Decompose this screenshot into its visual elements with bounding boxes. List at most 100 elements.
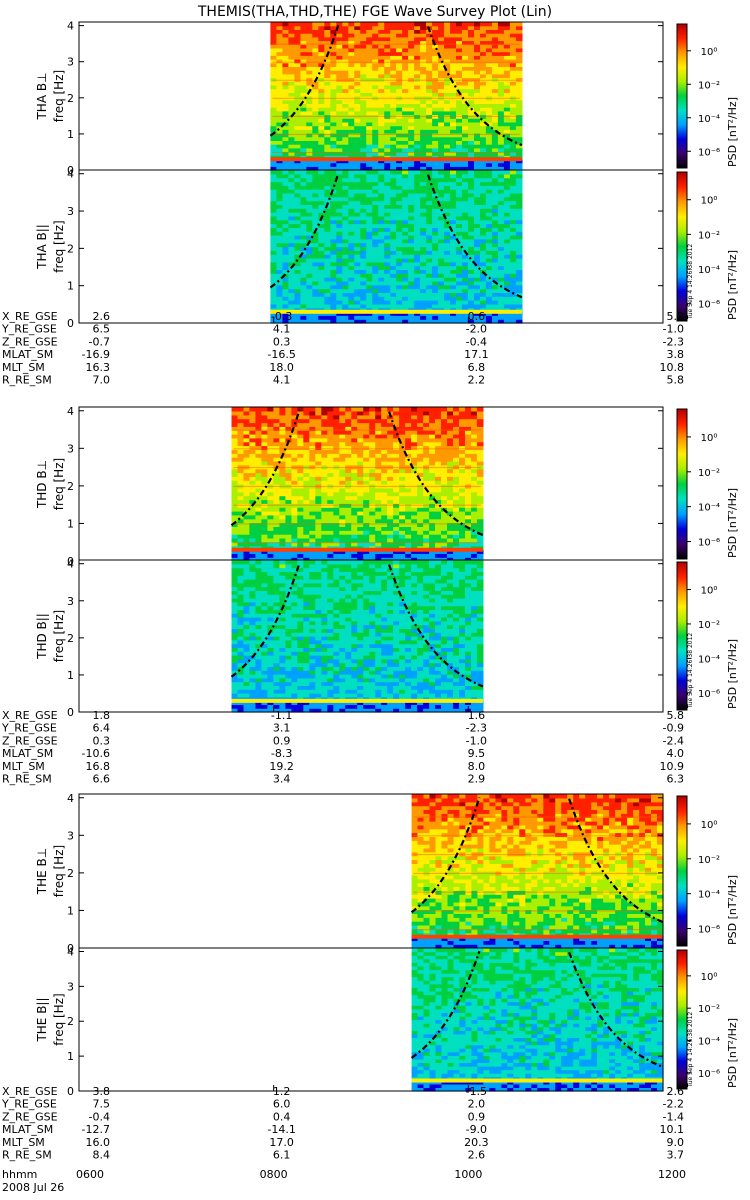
colorbar-label: PSD [nT²/Hz] (726, 488, 739, 558)
ephemeris-value: 20.3 (464, 1136, 489, 1149)
harmonic-line (272, 97, 520, 99)
ephemeris-label: Y_RE_GSE (1, 1098, 57, 1111)
colorbar-tick-label: 10⁻² (698, 855, 720, 866)
ephemeris-value: -14.1 (267, 1123, 295, 1136)
panel-tha-bpar: 0 1 2 3 4 THA B|| freq [Hz] 10⁰ 10⁻² 10⁻⁴ 10⁻⁶ PSD … (35, 168, 739, 330)
ephemeris-value: -2.3 (663, 335, 684, 348)
ephemeris-table: X_RE_GSE 3.8 1.2 -1.5 2.6 Y_RE_GSE 7.5 6.0 2.0 -2… (1, 1085, 684, 1162)
panel-ylabel: THA B⊥ (35, 72, 49, 120)
ephemeris-value: 1.6 (468, 709, 486, 722)
ephemeris-value: 2.6 (93, 310, 111, 323)
ephemeris-value: -1.1 (271, 709, 292, 722)
ephemeris-value: 1.8 (93, 709, 111, 722)
ephemeris-value: 4.1 (273, 323, 291, 336)
ephemeris-label: MLT_SM (2, 1136, 45, 1149)
ephemeris-label: Z_RE_GSE (2, 335, 58, 348)
gyrofrequency-curve (426, 174, 523, 299)
ephemeris-value: 6.6 (93, 773, 111, 786)
gyrofrequency-curve (388, 564, 484, 688)
ephemeris-label: R_RE_SM (2, 773, 52, 786)
y-tick-label: 0 (67, 164, 74, 177)
timestamp: Tue Sep 4 14:26:38 2012 (687, 244, 694, 320)
colorbar-tick-label: 10⁻⁴ (698, 1037, 720, 1048)
y-tick-label: 0 (67, 706, 74, 719)
ephemeris-value: 9.5 (468, 747, 486, 760)
spectrogram (230, 407, 484, 562)
colorbar-tick-label: 10⁻² (698, 80, 720, 91)
colorbar-scale (676, 171, 688, 322)
harmonic-line (272, 61, 520, 63)
ephemeris-value: 2.2 (468, 374, 486, 387)
ephemeris-value: -1.0 (663, 323, 684, 336)
y-tick-label: 0 (67, 1085, 74, 1098)
harmonic-line (233, 504, 481, 506)
ephemeris-value: 5.8 (667, 709, 685, 722)
ephemeris-value: 1.2 (273, 1085, 291, 1098)
ephemeris-value: 6.4 (93, 722, 111, 735)
harmonic-line (272, 79, 520, 81)
colorbar-label: PSD [nT²/Hz] (726, 875, 739, 945)
ephemeris-value: 7.5 (93, 1098, 111, 1111)
ephemeris-value: 3.7 (667, 1149, 685, 1162)
y-tick-label: 1 (67, 1050, 74, 1063)
ephemeris-value: 7.0 (93, 374, 111, 387)
y-tick-label: 4 (67, 792, 74, 805)
ephemeris-value: 0.9 (273, 734, 291, 747)
harmonic-line (413, 854, 661, 856)
ephemeris-value: 6.0 (273, 1098, 291, 1111)
ephemeris-value: 4.0 (667, 747, 685, 760)
ephemeris-value: 5.2 (667, 310, 685, 323)
y-tick-label: 4 (67, 20, 74, 33)
colorbar: 10⁰ 10⁻² 10⁻⁴ 10⁻⁶ PSD [nT²/Hz] (676, 949, 739, 1090)
panel-ylabel: THD B|| (35, 613, 49, 660)
y-tick-label: 2 (67, 242, 74, 255)
y-tick-label: 4 (67, 405, 74, 418)
ephemeris-value: 2.6 (468, 1149, 486, 1162)
harmonic-line (272, 133, 520, 135)
harmonic-line (272, 151, 520, 153)
colorbar-tick-label: 10⁻⁴ (698, 503, 720, 514)
colorbar-tick-label: 10⁻² (698, 230, 720, 241)
colorbar-tick-label: 10⁻⁴ (698, 265, 720, 276)
time-axis: hhmm 0600 0800 1000 1200 2008 Jul 26 (2, 1168, 686, 1194)
colorbar-tick-label: 10⁻² (698, 1004, 720, 1015)
panel-thd-bpar: 0 1 2 3 4 THD B|| freq [Hz] 10⁰ 10⁻² 10⁻⁴ 10⁻⁶ PSD … (35, 558, 739, 719)
colorbar-scale (676, 949, 688, 1090)
panel-ylabel: THD B⊥ (35, 460, 49, 509)
spectrogram (269, 170, 523, 324)
ephemeris-value: 10.9 (660, 760, 685, 773)
panel-yunit: freq [Hz] (52, 845, 66, 897)
colorbar-tick-label: 10⁻⁶ (698, 147, 720, 158)
colorbar-tick-label: 10⁻⁶ (698, 925, 720, 936)
ephemeris-value: 0.4 (273, 1110, 291, 1123)
spectrogram (230, 560, 484, 713)
ephemeris-label: R_RE_SM (2, 1149, 52, 1162)
ephemeris-value: -0.9 (663, 722, 684, 735)
plot-frame (78, 947, 664, 1092)
harmonic-line (233, 467, 481, 469)
y-tick-label: 1 (67, 517, 74, 530)
harmonic-line (272, 115, 520, 117)
ephemeris-value: 0.6 (468, 310, 486, 323)
spectrogram (410, 794, 664, 949)
ephemeris-value: -1.0 (466, 734, 487, 747)
spectral-line (231, 547, 483, 552)
ephemeris-value: 10.1 (660, 1123, 685, 1136)
ephemeris-value: -12.7 (82, 1123, 110, 1136)
ephemeris-value: -2.0 (466, 323, 487, 336)
ephemeris-label: Z_RE_GSE (2, 734, 58, 747)
colorbar: 10⁰ 10⁻² 10⁻⁴ 10⁻⁶ PSD [nT²/Hz] (676, 561, 739, 711)
harmonic-line (413, 929, 661, 931)
ephemeris-value: 2.0 (468, 1098, 486, 1111)
ephemeris-table: X_RE_GSE 2.6 -0.3 0.6 5.2Y_RE_GSE 6.5 4.1 -2.0-… (1, 310, 684, 387)
ephemeris-value: -9.0 (466, 1123, 487, 1136)
harmonic-line (233, 523, 481, 525)
y-tick-label: 1 (67, 280, 74, 293)
ephemeris-value: -8.3 (271, 747, 292, 760)
ephemeris-value: 3.4 (273, 773, 291, 786)
ephemeris-value: -2.2 (663, 1098, 684, 1111)
spectral-line (411, 934, 663, 939)
ephemeris-value: -2.4 (663, 734, 684, 747)
gyrofrequency-curve (388, 411, 484, 537)
